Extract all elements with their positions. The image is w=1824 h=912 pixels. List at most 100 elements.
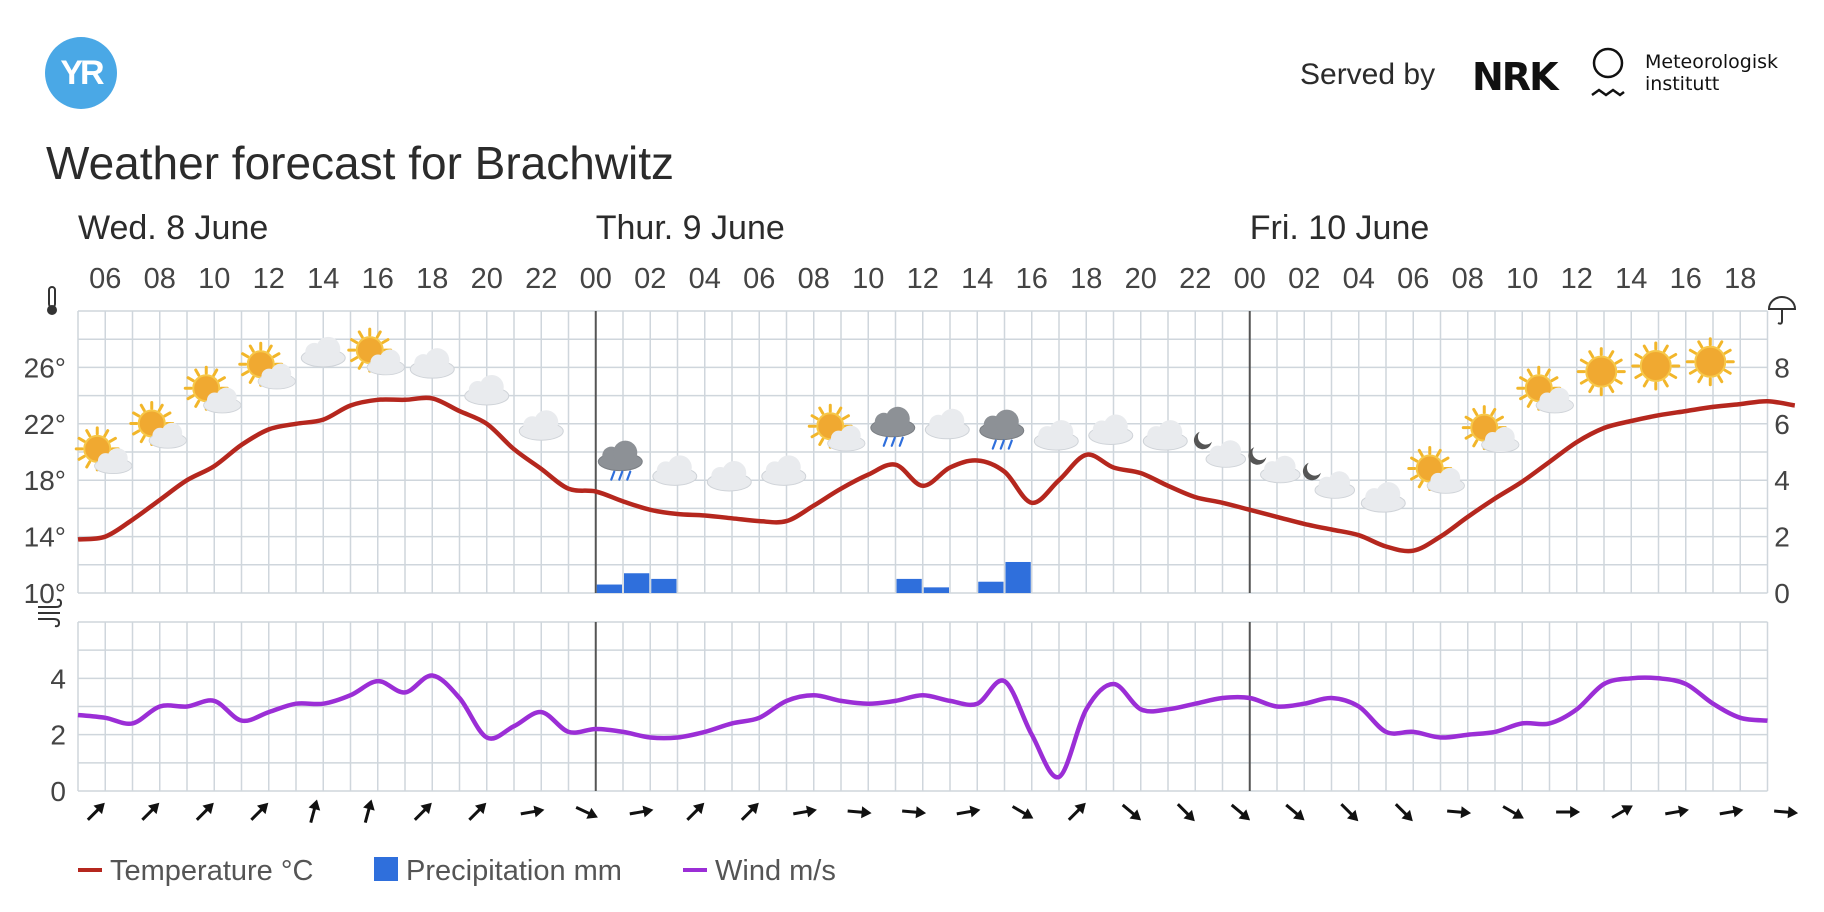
cloud [1360, 482, 1406, 513]
rain-drop [626, 470, 632, 481]
sun-ray [163, 411, 172, 418]
cloud-part [270, 363, 292, 384]
wind-direction-arrow [250, 802, 269, 821]
rain-icon [870, 406, 916, 447]
cloud [409, 348, 455, 379]
cloud-part [940, 408, 965, 433]
cloud-part [479, 374, 504, 399]
partly-cloudy-day-icon [807, 403, 866, 452]
sun-disc [1639, 349, 1672, 382]
wind-arrow-head [1021, 808, 1034, 819]
cloudy-icon [924, 408, 970, 440]
sun-ray [1472, 439, 1479, 448]
sun-ray [836, 406, 843, 415]
sun-ray [841, 414, 850, 421]
cloud-part [1328, 471, 1351, 493]
nrk-logo[interactable]: NRK [1472, 55, 1559, 99]
wind-arrow-head [1238, 809, 1251, 821]
sun-ray [139, 434, 146, 444]
partly-cloudy-night-icon [1302, 462, 1356, 499]
sun-ray [1519, 376, 1528, 383]
met-institute-logo-text[interactable]: Meteorologisk institutt [1645, 51, 1778, 95]
sun-ray [194, 368, 201, 377]
sun-ray [375, 330, 382, 339]
page-title: Weather forecast for Brachwitz [46, 137, 675, 189]
sun-ray [381, 338, 390, 345]
wind-direction-arrow [520, 805, 545, 818]
cloudy-icon [1142, 420, 1188, 451]
hour-tick-label: 04 [1343, 263, 1375, 295]
cloudy-icon [652, 455, 698, 486]
sun-ray [1464, 433, 1473, 440]
yr-logo[interactable]: YR [45, 37, 117, 109]
cloud-part [1103, 414, 1128, 439]
hour-tick-label: 00 [580, 263, 612, 295]
rain-drop [890, 436, 896, 447]
clear-sky-day-icon [1631, 341, 1681, 391]
wind-direction-arrow [1230, 803, 1251, 821]
sun-ray [132, 429, 141, 436]
wind-arrow-head [1460, 806, 1472, 819]
cloud [1088, 414, 1134, 445]
wind-direction-arrow [1067, 802, 1086, 821]
precipitation-tick-label: 2 [1774, 522, 1790, 553]
sun-ray [1435, 448, 1442, 458]
sun-ray [248, 375, 255, 384]
wind-arrow-head [693, 802, 705, 815]
legend-temperature-swatch [78, 868, 102, 873]
sun-ray [217, 376, 226, 383]
temperature-tick-label: 22° [24, 409, 66, 440]
wind-direction-arrow [1774, 806, 1799, 819]
cloud-part [316, 336, 341, 361]
temperature-tick-label: 26° [24, 352, 66, 383]
day-label-0: Wed. 8 June [78, 209, 268, 247]
sun-ray [1697, 340, 1704, 349]
temperature-tick-label: 18° [24, 465, 66, 496]
cloud [761, 455, 807, 486]
wind-arrow-head [861, 806, 872, 819]
legend-temperature-label: Temperature °C [110, 855, 314, 887]
hour-tick-label: 10 [198, 263, 230, 295]
sun-ray [1464, 415, 1473, 422]
rain-icon [979, 409, 1025, 450]
sun-ray [77, 436, 86, 443]
hour-tick-label: 10 [852, 263, 884, 295]
wind-direction-arrow [1665, 805, 1689, 818]
sun-ray [139, 403, 146, 412]
cloud [1260, 455, 1301, 484]
wind-tick-label: 0 [50, 776, 66, 807]
sun-ray [1688, 348, 1698, 355]
temperature-tick-label: 14° [24, 522, 66, 553]
partly-cloudy-day-icon [238, 341, 296, 390]
wind-direction-arrow [1011, 805, 1034, 819]
wind-arrow-head [308, 799, 321, 811]
partly-cloudy-day-icon [1461, 405, 1520, 453]
met-name-line-1: Meteorologisk [1645, 51, 1779, 73]
cloud-part [107, 448, 128, 469]
wind-direction-arrow [195, 802, 214, 821]
wind-direction-arrow [1121, 803, 1142, 821]
precipitation-bar [596, 584, 622, 593]
cloud-part [1049, 420, 1074, 445]
hour-tick-label: 08 [144, 263, 176, 295]
served-by-label: Served by [1300, 58, 1436, 91]
sun-ray [810, 414, 819, 421]
cloud-part [1548, 387, 1570, 408]
temperature-tick-label: 10° [24, 578, 66, 609]
wind-arrow-head [1570, 806, 1581, 818]
hour-tick-label: 14 [307, 263, 339, 295]
wind-icon-stroke [38, 618, 61, 628]
wind-direction-arrow [1447, 806, 1472, 819]
precipitation-tick-label: 4 [1774, 465, 1790, 496]
wind-arrow-head [93, 802, 105, 815]
cloud [597, 440, 643, 472]
cloudy-icon [761, 455, 807, 486]
wind-direction-arrow [141, 802, 160, 821]
sun-ray [132, 411, 141, 418]
cloud-part [776, 455, 801, 480]
wind-direction-arrow [740, 802, 759, 821]
sun-ray [1579, 378, 1589, 385]
wind-direction-arrow [308, 799, 321, 824]
thermometer-icon [47, 286, 57, 315]
wind-direction-arrow [847, 806, 872, 819]
